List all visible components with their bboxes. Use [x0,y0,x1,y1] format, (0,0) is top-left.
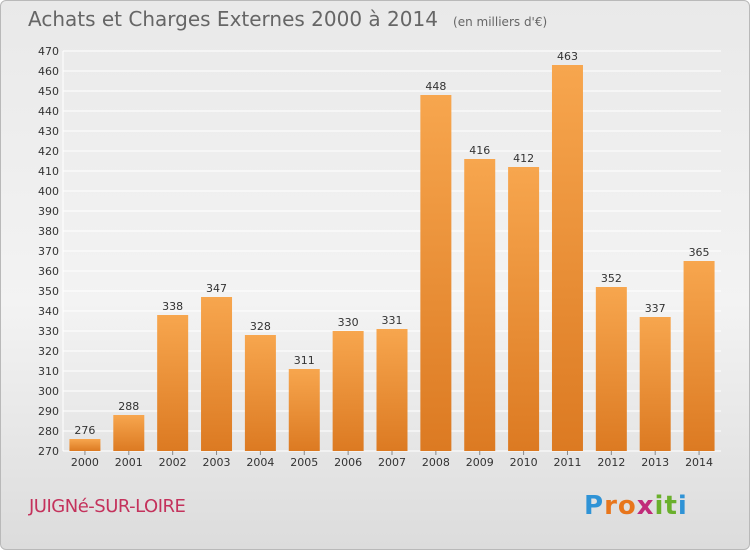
y-tick-label: 400 [38,185,59,198]
bar [288,369,320,451]
y-tick-label: 430 [38,125,59,138]
y-tick-label: 340 [38,305,59,318]
y-tick-label: 380 [38,225,59,238]
bar-value-label: 352 [601,272,622,285]
bar-value-label: 331 [382,314,403,327]
logo-letter: r [604,491,618,521]
logo-letter: t [664,491,678,521]
y-axis-ticks: 270 280 290 300 310 320 330 340 350 360 370 380 390 4… [38,45,59,458]
bar-value-label: 288 [118,400,139,413]
bar [244,335,276,451]
bar [157,315,189,451]
bar [639,317,671,451]
bar-value-label: 311 [294,354,315,367]
bar-value-label: 448 [425,80,446,93]
logo-letter: o [617,491,637,521]
x-tick-label: 2002 [159,456,187,469]
y-tick-label: 320 [38,345,59,358]
x-tick-label: 2012 [597,456,625,469]
x-tick-label: 2001 [115,456,143,469]
x-tick-label: 2009 [466,456,494,469]
y-tick-label: 450 [38,85,59,98]
x-tick-label: 2010 [510,456,538,469]
x-tick-label: 2014 [685,456,713,469]
bar-value-label: 463 [557,50,578,63]
bar-value-label: 330 [338,316,359,329]
y-tick-label: 280 [38,425,59,438]
x-tick-label: 2011 [553,456,581,469]
x-tick-label: 2006 [334,456,362,469]
y-tick-label: 370 [38,245,59,258]
bar [201,297,233,451]
x-tick-label: 2003 [203,456,231,469]
chart-title-block: Achats et Charges Externes 2000 à 2014 (… [28,7,547,31]
proxiti-logo: Proxiti [584,491,688,521]
y-tick-label: 420 [38,145,59,158]
x-tick-label: 2013 [641,456,669,469]
y-tick-label: 360 [38,265,59,278]
bar [69,439,101,451]
bar-value-label: 328 [250,320,271,333]
bar [420,95,452,451]
bar [508,167,540,451]
y-tick-label: 350 [38,285,59,298]
bar-value-label: 338 [162,300,183,313]
bar-value-label: 347 [206,282,227,295]
y-tick-label: 390 [38,205,59,218]
bar-value-label: 416 [469,144,490,157]
bar [551,65,583,451]
x-axis-ticks: 2000 2001 2002 2003 2004 2005 2006 2007 2008 2009… [71,451,713,469]
data-labels: 276 288 338 347 328 311 330 331 448 416 412 463 352 3… [74,50,709,437]
chart-unit: (en milliers d'€) [453,15,548,29]
logo-letter: i [677,491,688,521]
bar-value-label: 337 [645,302,666,315]
logo-letter: x [636,491,655,521]
bar [113,415,145,451]
x-tick-label: 2004 [246,456,274,469]
x-tick-label: 2005 [290,456,318,469]
y-tick-label: 410 [38,165,59,178]
bars [69,65,715,451]
bar [332,331,364,451]
chart-title: Achats et Charges Externes 2000 à 2014 [28,7,438,31]
x-tick-label: 2007 [378,456,406,469]
y-tick-label: 310 [38,365,59,378]
bar-value-label: 276 [74,424,95,437]
commune-name: JUIGNé-SUR-LOIRE [29,496,186,517]
x-tick-label: 2008 [422,456,450,469]
bar [595,287,627,451]
y-tick-label: 470 [38,45,59,58]
y-tick-label: 330 [38,325,59,338]
bar [683,261,715,451]
y-tick-label: 300 [38,385,59,398]
x-tick-label: 2000 [71,456,99,469]
y-tick-label: 460 [38,65,59,78]
bar [464,159,496,451]
bar [376,329,408,451]
logo-letter: i [654,491,665,521]
y-tick-label: 440 [38,105,59,118]
bar-value-label: 365 [689,246,710,259]
bar-value-label: 412 [513,152,534,165]
logo-letter: P [584,491,605,521]
y-tick-label: 270 [38,445,59,458]
y-tick-label: 290 [38,405,59,418]
